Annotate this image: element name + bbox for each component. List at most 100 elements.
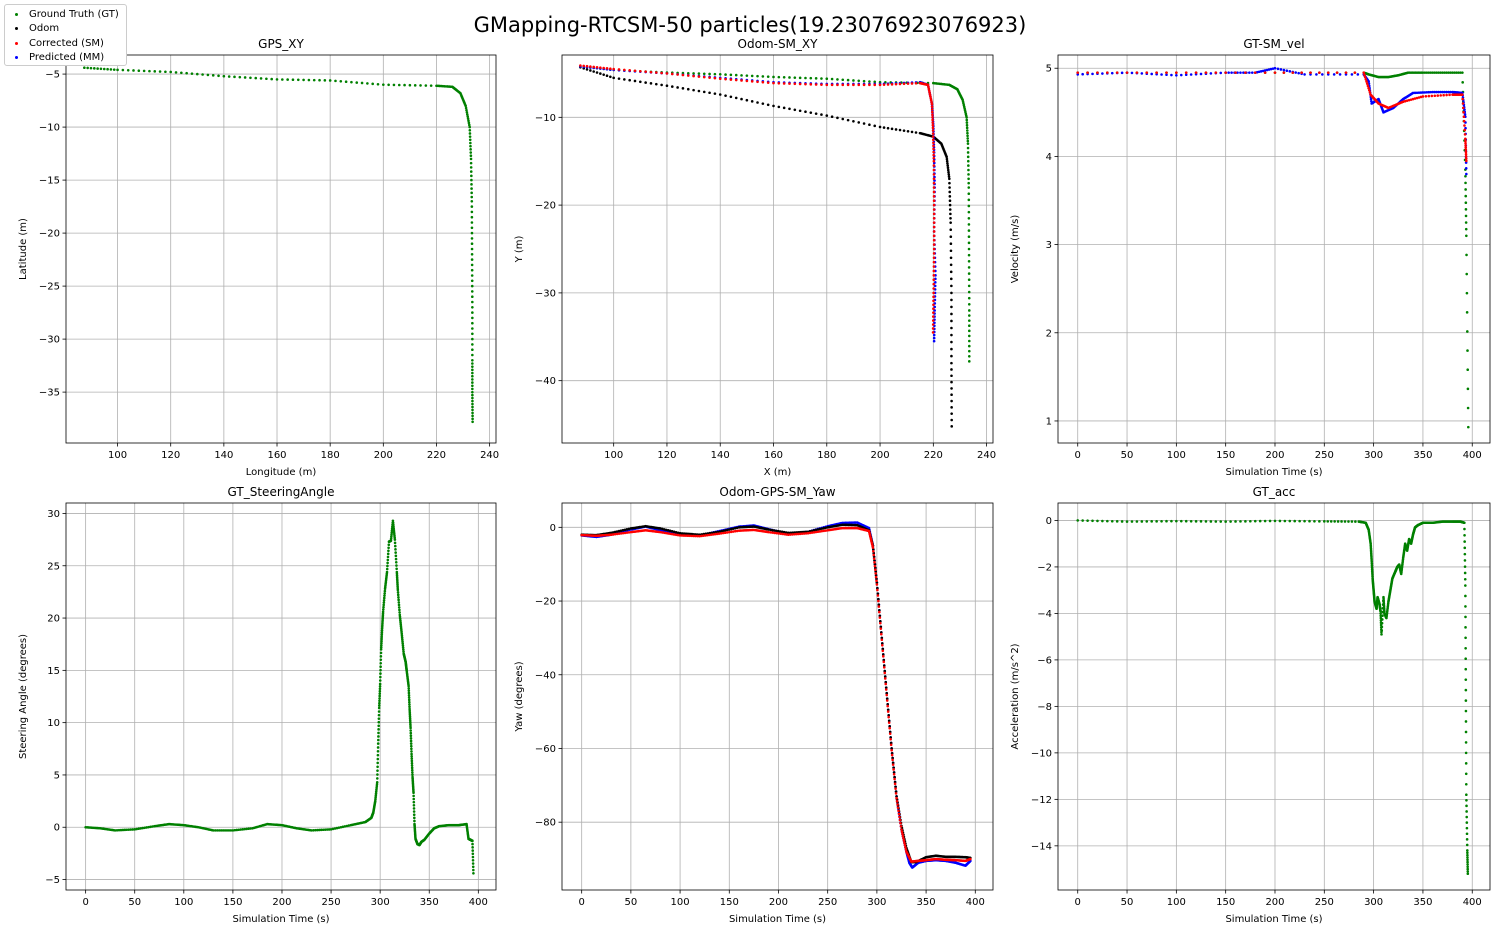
data-point xyxy=(822,526,826,530)
data-point xyxy=(878,616,882,619)
figure-title: GMapping-RTCSM-50 particles(19.230769230… xyxy=(473,13,1027,37)
data-point xyxy=(117,828,121,832)
data-point xyxy=(967,192,971,195)
data-point xyxy=(892,772,896,776)
data-point xyxy=(894,792,898,795)
data-point xyxy=(782,75,786,79)
data-point xyxy=(1445,90,1448,94)
axes-frame xyxy=(561,54,994,444)
data-point xyxy=(628,78,631,82)
data-point xyxy=(716,532,719,536)
data-point xyxy=(1300,71,1303,74)
legend-item-ground-truth: Ground Truth (GT) xyxy=(9,7,122,22)
data-point xyxy=(1433,71,1437,74)
data-point xyxy=(886,83,890,86)
data-point xyxy=(410,755,413,758)
data-point xyxy=(465,108,468,112)
data-point xyxy=(350,80,353,84)
data-point xyxy=(343,825,347,828)
data-point xyxy=(387,83,390,87)
data-point xyxy=(841,83,845,87)
data-point xyxy=(396,591,400,594)
data-point xyxy=(873,561,876,564)
data-point xyxy=(708,76,711,79)
data-point xyxy=(1427,90,1431,94)
data-point xyxy=(1424,94,1428,98)
x-tick-label: 400 xyxy=(966,897,985,908)
data-point xyxy=(888,730,892,734)
data-point xyxy=(1313,519,1316,523)
data-point xyxy=(884,686,888,689)
x-tick-label: 120 xyxy=(657,450,676,461)
data-point xyxy=(400,634,404,638)
data-point xyxy=(1379,609,1382,613)
data-point xyxy=(617,68,621,71)
data-point xyxy=(820,529,824,533)
data-point xyxy=(412,803,416,807)
data-point xyxy=(836,116,839,120)
data-point xyxy=(211,829,215,832)
data-point xyxy=(1175,71,1178,74)
data-point xyxy=(613,530,617,534)
data-point xyxy=(782,106,786,110)
data-point xyxy=(1465,172,1468,176)
x-tick-label: 150 xyxy=(720,897,739,908)
data-point xyxy=(378,692,382,695)
data-point xyxy=(889,737,892,741)
data-point xyxy=(1269,67,1273,71)
data-point xyxy=(932,144,935,148)
data-point xyxy=(873,124,877,128)
data-point xyxy=(966,139,970,143)
data-point xyxy=(397,601,401,604)
data-point xyxy=(164,70,167,74)
data-point xyxy=(930,100,933,104)
data-point xyxy=(932,147,935,151)
data-point xyxy=(374,797,377,801)
data-point xyxy=(772,104,775,108)
data-point xyxy=(934,281,937,284)
data-point xyxy=(1464,167,1468,170)
data-point xyxy=(878,610,881,614)
data-point xyxy=(740,79,743,82)
data-point xyxy=(1344,71,1348,74)
data-point xyxy=(1463,133,1467,136)
data-point xyxy=(740,74,743,77)
x-axis-label: Simulation Time (s) xyxy=(1225,467,1322,478)
data-point xyxy=(376,82,380,86)
data-point xyxy=(950,380,953,384)
data-point xyxy=(692,88,695,92)
data-point xyxy=(378,701,381,705)
data-point xyxy=(1425,71,1429,74)
data-point xyxy=(470,221,474,224)
data-point xyxy=(121,68,125,72)
y-axis-label: Acceleration (m/s^2) xyxy=(1010,643,1021,749)
data-point xyxy=(397,598,400,602)
data-point xyxy=(1257,70,1261,74)
data-point xyxy=(381,608,385,611)
data-point xyxy=(810,531,814,534)
data-point xyxy=(825,114,829,117)
data-point xyxy=(1464,657,1467,661)
data-point xyxy=(901,834,905,838)
data-point xyxy=(1463,128,1467,132)
data-point xyxy=(1453,71,1456,74)
data-point xyxy=(882,658,886,662)
data-point xyxy=(142,69,146,73)
x-tick-label: 0 xyxy=(1075,897,1081,908)
data-point xyxy=(726,531,729,534)
data-point xyxy=(790,533,794,536)
data-point xyxy=(390,529,394,533)
data-point xyxy=(948,177,951,181)
data-point xyxy=(397,606,401,609)
x-tick-label: 220 xyxy=(924,450,943,461)
data-point xyxy=(126,68,130,72)
data-point xyxy=(852,79,855,82)
data-point xyxy=(1236,71,1239,74)
data-point xyxy=(761,75,765,78)
data-point xyxy=(1165,71,1168,74)
data-point xyxy=(932,186,936,189)
data-point xyxy=(379,655,383,658)
data-point xyxy=(602,66,605,70)
data-point xyxy=(775,531,778,535)
x-tick-label: 140 xyxy=(214,450,233,461)
